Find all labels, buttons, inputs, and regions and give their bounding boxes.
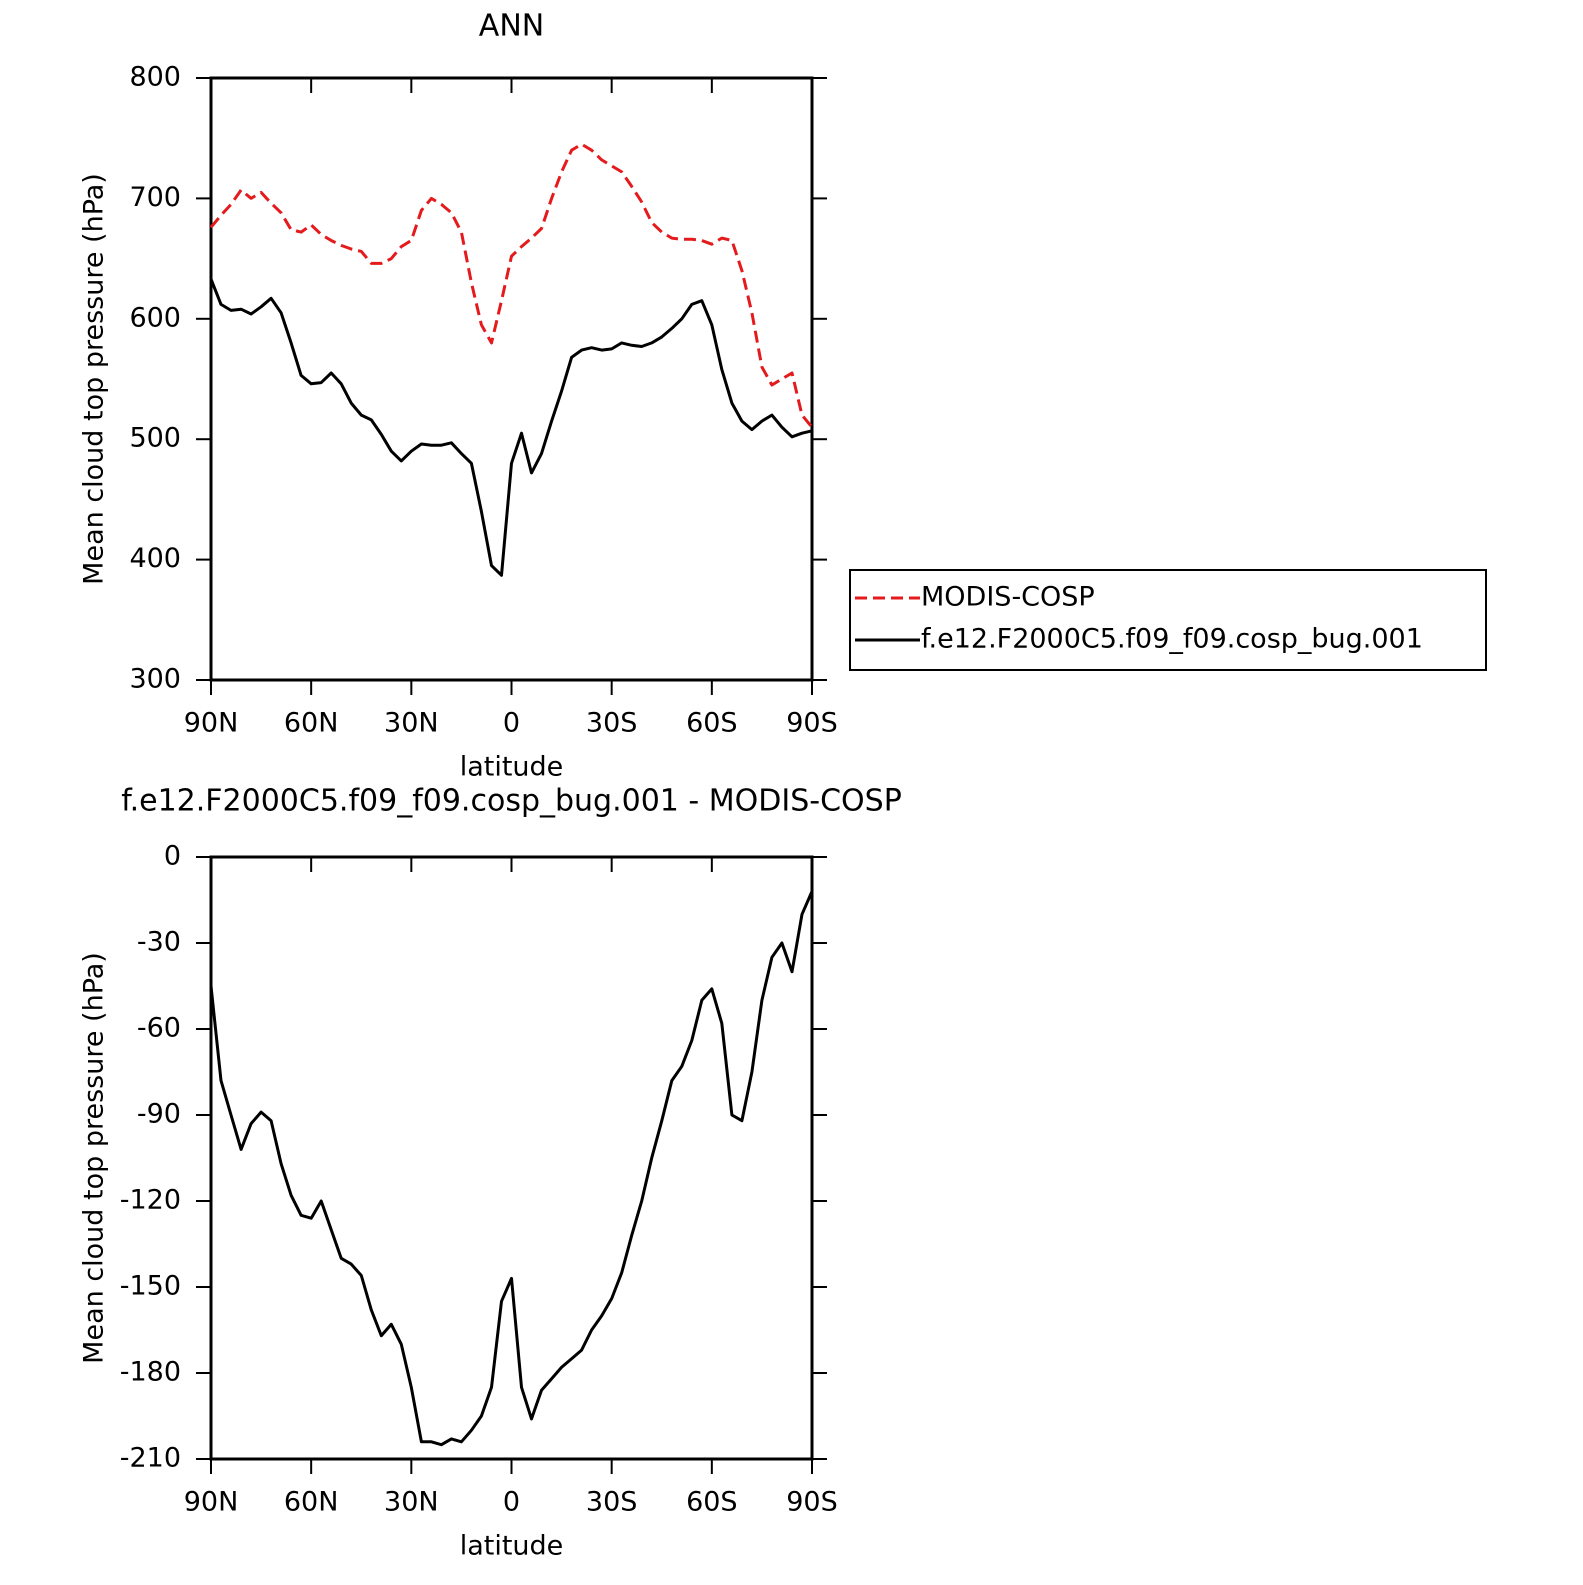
legend-box (849, 569, 1487, 671)
y-axis-label: Mean cloud top pressure (hPa) (79, 173, 110, 585)
y-tick-label: -60 (137, 1013, 181, 1044)
plot-frame (209, 76, 814, 682)
data-line (209, 278, 813, 577)
y-axis-label: Mean cloud top pressure (hPa) (79, 952, 110, 1364)
x-axis-label: latitude (460, 1531, 564, 1562)
x-tick-label: 60S (686, 1487, 738, 1518)
y-tick-label: -210 (120, 1443, 181, 1474)
plot-frame (209, 855, 814, 1461)
x-tick-label: 0 (503, 1487, 520, 1518)
legend-label: f.e12.F2000C5.f09_f09.cosp_bug.001 (921, 624, 1423, 655)
x-tick-label: 30S (586, 1487, 638, 1518)
data-line (209, 142, 814, 429)
legend-label: MODIS-COSP (921, 582, 1095, 613)
y-tick-label: 0 (164, 841, 181, 872)
y-tick-label: -30 (137, 927, 181, 958)
x-tick-label: 0 (503, 708, 520, 739)
y-tick-label: 500 (129, 423, 181, 454)
x-tick-label: 90N (184, 708, 239, 739)
y-tick-label: 300 (129, 664, 181, 695)
x-tick-label: 30N (384, 1487, 439, 1518)
x-tick-label: 30S (586, 708, 638, 739)
y-tick-label: -90 (137, 1099, 181, 1130)
x-axis-label: latitude (460, 752, 564, 783)
y-tick-label: -120 (120, 1185, 181, 1216)
x-tick-label: 90S (786, 1487, 838, 1518)
y-tick-label: -180 (120, 1357, 181, 1388)
x-tick-label: 60N (284, 708, 339, 739)
y-tick-label: 800 (129, 62, 181, 93)
chart-title: f.e12.F2000C5.f09_f09.cosp_bug.001 - MOD… (121, 784, 902, 819)
x-tick-label: 90S (786, 708, 838, 739)
data-line (209, 890, 814, 1447)
y-tick-label: -150 (120, 1271, 181, 1302)
y-tick-label: 600 (129, 302, 181, 333)
x-tick-label: 60N (284, 1487, 339, 1518)
y-tick-label: 400 (129, 543, 181, 574)
x-tick-label: 30N (384, 708, 439, 739)
x-tick-label: 90N (184, 1487, 239, 1518)
chart-title: ANN (479, 9, 544, 44)
y-tick-label: 700 (129, 182, 181, 213)
x-tick-label: 60S (686, 708, 738, 739)
